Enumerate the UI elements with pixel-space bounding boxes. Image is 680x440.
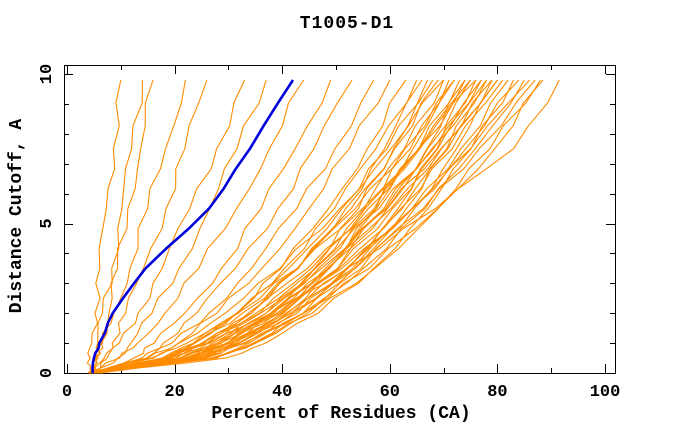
y-tick-label: 5 [38, 218, 57, 228]
prediction-curve [93, 79, 429, 374]
prediction-curve [96, 79, 461, 374]
prediction-curve [99, 79, 434, 374]
prediction-curve [96, 79, 477, 374]
prediction-curve [93, 79, 208, 374]
y-tick-label: 10 [38, 64, 57, 84]
prediction-curve [96, 79, 267, 374]
x-tick-label: 40 [272, 383, 292, 402]
prediction-curve [93, 79, 520, 374]
highlight-curve [91, 79, 295, 374]
prediction-curve [88, 79, 477, 374]
prediction-curve [93, 79, 498, 374]
prediction-curve [88, 79, 445, 374]
prediction-curve [93, 79, 560, 374]
x-tick-label: 80 [487, 383, 507, 402]
prediction-curve [101, 79, 466, 374]
x-tick-label: 20 [164, 383, 184, 402]
prediction-curve [99, 79, 514, 374]
prediction-curve [88, 79, 536, 374]
prediction-curve [96, 79, 531, 374]
x-axis-label: Percent of Residues (CA) [211, 404, 471, 424]
chart-title: T1005-D1 [299, 14, 395, 34]
prediction-curve [88, 79, 186, 374]
x-tick-label: 0 [62, 383, 72, 402]
prediction-curve [89, 80, 143, 374]
prediction-curve [88, 79, 509, 374]
prediction-curve [99, 79, 482, 374]
prediction-curve [91, 79, 525, 374]
prediction-curve [92, 79, 154, 374]
prediction-curve [93, 79, 471, 374]
prediction-curve [91, 79, 488, 374]
axis-frame [64, 65, 616, 374]
x-tick-label: 60 [380, 383, 400, 402]
prediction-curve [86, 79, 122, 374]
prediction-curve [93, 79, 541, 374]
prediction-curve [91, 79, 375, 374]
prediction-curve [91, 79, 455, 374]
x-tick-label: 100 [590, 383, 621, 402]
prediction-curve [93, 79, 332, 374]
prediction-curve [99, 79, 493, 374]
prediction-curve [90, 79, 245, 374]
prediction-curve [99, 79, 353, 374]
prediction-curve [99, 79, 544, 374]
prediction-curve [88, 79, 305, 374]
prediction-curve [88, 79, 493, 374]
y-tick-label: 0 [38, 368, 57, 378]
